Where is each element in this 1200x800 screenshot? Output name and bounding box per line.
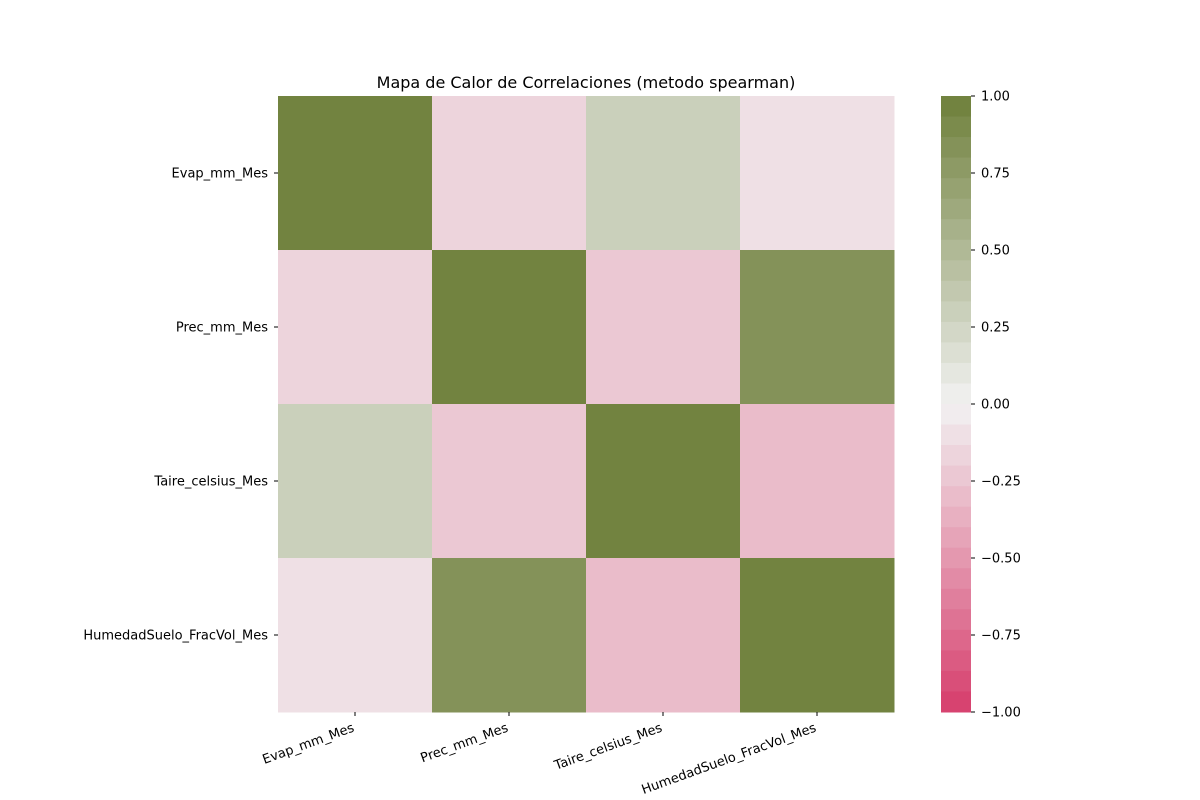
colorbar-segment bbox=[941, 404, 971, 426]
heatmap-cell bbox=[740, 250, 895, 405]
heatmap-cell bbox=[586, 558, 741, 713]
colorbar-segment bbox=[941, 670, 971, 692]
colorbar-tick-label: 1.00 bbox=[981, 90, 1010, 105]
colorbar-segment bbox=[941, 465, 971, 487]
colorbar-segment bbox=[941, 342, 971, 364]
y-tick-label: Prec_mm_Mes bbox=[176, 321, 268, 336]
colorbar-segment bbox=[941, 157, 971, 179]
heatmap-cell bbox=[740, 96, 895, 251]
colorbar-segment bbox=[941, 568, 971, 590]
colorbar-segment bbox=[941, 137, 971, 159]
heatmap-cell bbox=[740, 404, 895, 559]
y-tick-label: HumedadSuelo_FracVol_Mes bbox=[83, 629, 268, 644]
colorbar-segment bbox=[941, 445, 971, 467]
heatmap-cell bbox=[278, 404, 433, 559]
colorbar-segment bbox=[941, 629, 971, 651]
y-tick-label: Taire_celsius_Mes bbox=[153, 475, 268, 490]
colorbar-segment bbox=[941, 691, 971, 713]
heatmap-cell bbox=[432, 96, 587, 251]
colorbar-segment bbox=[941, 609, 971, 631]
heatmap-cell bbox=[586, 404, 741, 559]
colorbar-segment bbox=[941, 260, 971, 282]
colorbar-tick-label: −1.00 bbox=[981, 706, 1021, 721]
x-tick-label: Taire_celsius_Mes bbox=[552, 721, 665, 774]
colorbar-segment bbox=[941, 239, 971, 261]
colorbar-segment bbox=[941, 198, 971, 220]
x-axis: Evap_mm_Mes Prec_mm_Mes Taire_celsius_MesH… bbox=[261, 712, 819, 798]
colorbar-segment bbox=[941, 547, 971, 569]
chart-title: Mapa de Calor de Correlaciones (metodo s… bbox=[377, 73, 796, 92]
colorbar-segment bbox=[941, 486, 971, 508]
colorbar-tick-label: −0.50 bbox=[981, 552, 1021, 567]
colorbar-tick-label: 0.00 bbox=[981, 398, 1010, 413]
colorbar-segment bbox=[941, 321, 971, 343]
colorbar-segment bbox=[941, 116, 971, 138]
heatmap-cells bbox=[278, 96, 895, 713]
colorbar-tick-label: 0.75 bbox=[981, 167, 1010, 182]
colorbar-segment bbox=[941, 527, 971, 549]
colorbar-segment bbox=[941, 506, 971, 528]
colorbar: 1.00 0.75 0.50 0.25 0.00 −0.25 −0.50 −0.75 −1.00 bbox=[941, 90, 1021, 721]
heatmap-cell bbox=[432, 558, 587, 713]
heatmap-cell bbox=[432, 250, 587, 405]
colorbar-segment bbox=[941, 178, 971, 200]
heatmap-cell bbox=[278, 558, 433, 713]
colorbar-segment bbox=[941, 96, 971, 118]
colorbar-segment bbox=[941, 424, 971, 446]
colorbar-segment bbox=[941, 588, 971, 610]
heatmap-cell bbox=[278, 250, 433, 405]
heatmap-cell bbox=[432, 404, 587, 559]
x-tick-label: Prec_mm_Mes bbox=[419, 721, 511, 767]
colorbar-segment bbox=[941, 383, 971, 405]
colorbar-tick-label: −0.25 bbox=[981, 475, 1021, 490]
y-tick-label: Evap_mm_Mes bbox=[172, 167, 269, 182]
colorbar-segment bbox=[941, 362, 971, 384]
heatmap-cell bbox=[278, 96, 433, 251]
colorbar-segment bbox=[941, 650, 971, 672]
colorbar-tick-label: 0.50 bbox=[981, 244, 1010, 259]
colorbar-tick-label: −0.75 bbox=[981, 629, 1021, 644]
heatmap-cell bbox=[740, 558, 895, 713]
colorbar-segment bbox=[941, 219, 971, 241]
x-tick-label: Evap_mm_Mes bbox=[261, 721, 357, 768]
colorbar-segment bbox=[941, 301, 971, 323]
heatmap-cell bbox=[586, 96, 741, 251]
x-tick-label: HumedadSuelo_FracVol_Mes bbox=[640, 721, 819, 798]
colorbar-tick-label: 0.25 bbox=[981, 321, 1010, 336]
heatmap-cell bbox=[586, 250, 741, 405]
y-axis: Evap_mm_Mes Prec_mm_Mes Taire_celsius_Mes H… bbox=[83, 167, 278, 644]
colorbar-segment bbox=[941, 280, 971, 302]
